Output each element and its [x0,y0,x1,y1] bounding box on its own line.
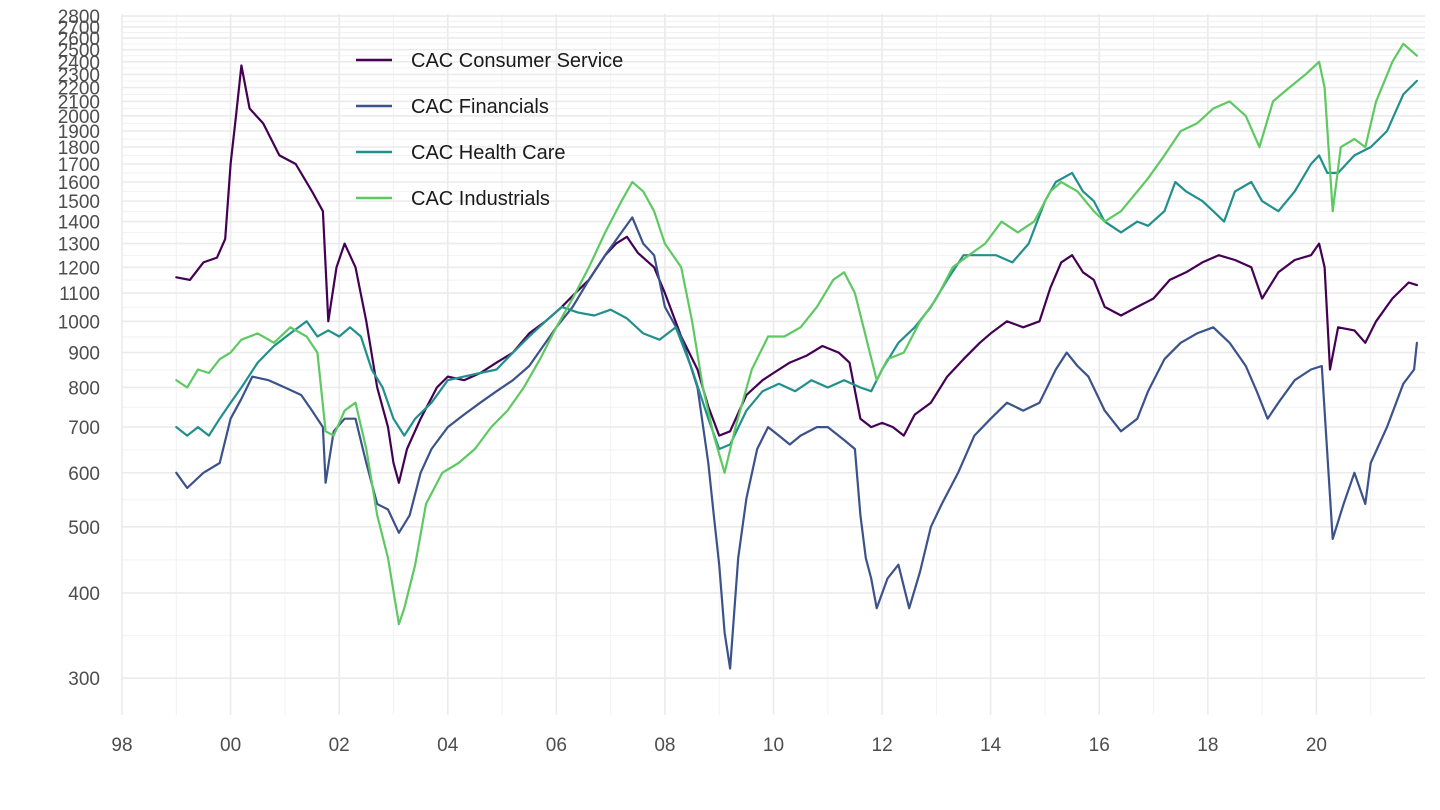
y-tick-label: 2300 [58,65,100,86]
y-tick-label: 1800 [58,138,100,159]
y-tick-label: 700 [68,418,100,439]
series-line-cac-health-care [175,79,1418,451]
series-layer [175,42,1418,670]
x-tick-label: 18 [1197,735,1218,756]
y-tick-label: 2600 [58,29,100,50]
y-tick-label: 500 [68,518,100,539]
legend-label: CAC Consumer Service [411,50,623,72]
y-tick-label: 2400 [58,53,100,74]
y-tick-label: 2000 [58,107,100,128]
legend-label: CAC Industrials [411,188,550,210]
legend-label: CAC Health Care [411,142,566,164]
x-tick-label: 12 [872,735,893,756]
y-tick-label: 1500 [58,192,100,213]
x-tick-label: 16 [1089,735,1110,756]
y-tick-label: 400 [68,584,100,605]
legend-label: CAC Financials [411,96,549,118]
y-tick-label: 300 [68,669,100,690]
y-tick-label: 600 [68,464,100,485]
x-tick-label: 06 [546,735,567,756]
y-axis-tick-labels: 300 400 500 600 700 800 900 1000 1100 12001300140… [58,7,100,690]
y-tick-label: 1300 [58,235,100,256]
y-tick-label: 1900 [58,122,100,143]
y-tick-label: 2700 [58,18,100,39]
y-tick-label: 1700 [58,155,100,176]
x-tick-label: 20 [1306,735,1327,756]
x-tick-label: 10 [763,735,784,756]
series-line-cac-industrials [175,42,1418,626]
y-tick-label: 800 [68,378,100,399]
y-tick-label: 2500 [58,41,100,62]
major-grid [121,14,1425,715]
y-tick-label: 1400 [58,213,100,234]
y-tick-label: 1600 [58,173,100,194]
y-tick-label: 1100 [59,284,100,305]
x-tick-label: 08 [654,735,675,756]
series-line-cac-consumer-service [175,64,1418,484]
x-tick-label: 00 [220,735,241,756]
y-tick-label: 2200 [58,79,100,100]
x-tick-label: 14 [980,735,1002,756]
x-tick-label: 02 [329,735,350,756]
x-axis-tick-labels: 98 00 02 04 06 08 10 12 14 16 18 20 [111,735,1327,756]
y-tick-label: 2100 [58,92,100,113]
legend: CAC Consumer Service CAC Financials CAC He… [356,50,623,210]
series-line-cac-financials [175,216,1418,670]
y-tick-label: 1200 [58,258,100,279]
x-tick-label: 98 [111,735,132,756]
y-tick-label: 1000 [58,312,100,333]
x-tick-label: 04 [437,735,459,756]
y-tick-label: 2800 [58,7,100,28]
y-tick-label: 900 [68,344,100,365]
